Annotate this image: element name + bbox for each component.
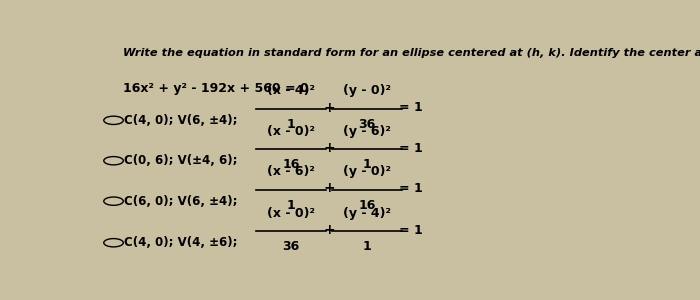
Text: (y - 0)²: (y - 0)² xyxy=(343,165,391,178)
Text: +: + xyxy=(323,223,335,237)
Text: (x - 4)²: (x - 4)² xyxy=(267,84,315,97)
Text: 36: 36 xyxy=(282,240,300,254)
Text: = 1: = 1 xyxy=(400,182,424,195)
Text: C(0, 6); V(±4, 6);: C(0, 6); V(±4, 6); xyxy=(125,154,238,167)
Text: (y - 4)²: (y - 4)² xyxy=(343,207,391,220)
Text: 1: 1 xyxy=(363,240,371,254)
Text: = 1: = 1 xyxy=(400,142,424,154)
Text: 1: 1 xyxy=(363,158,371,171)
Text: (x - 6)²: (x - 6)² xyxy=(267,165,315,178)
Text: Write the equation in standard form for an ellipse centered at (h, k). Identify : Write the equation in standard form for … xyxy=(122,47,700,58)
Text: 1: 1 xyxy=(286,199,295,212)
Text: (x - 0)²: (x - 0)² xyxy=(267,124,315,138)
Text: (x - 0)²: (x - 0)² xyxy=(267,207,315,220)
Text: +: + xyxy=(323,100,335,115)
Text: C(6, 0); V(6, ±4);: C(6, 0); V(6, ±4); xyxy=(125,195,238,208)
Text: (y - 0)²: (y - 0)² xyxy=(343,84,391,97)
Text: C(4, 0); V(4, ±6);: C(4, 0); V(4, ±6); xyxy=(125,236,238,249)
Text: 36: 36 xyxy=(358,118,375,131)
Text: C(4, 0); V(6, ±4);: C(4, 0); V(6, ±4); xyxy=(125,114,238,127)
Text: 16: 16 xyxy=(358,199,376,212)
Text: +: + xyxy=(323,182,335,196)
Text: 1: 1 xyxy=(286,118,295,131)
Text: 16: 16 xyxy=(282,158,300,171)
Text: 16x² + y² - 192x + 560 = 0: 16x² + y² - 192x + 560 = 0 xyxy=(122,82,309,95)
Text: = 1: = 1 xyxy=(400,224,424,236)
Text: = 1: = 1 xyxy=(400,101,424,114)
Text: (y - 6)²: (y - 6)² xyxy=(343,124,391,138)
Text: +: + xyxy=(323,141,335,155)
